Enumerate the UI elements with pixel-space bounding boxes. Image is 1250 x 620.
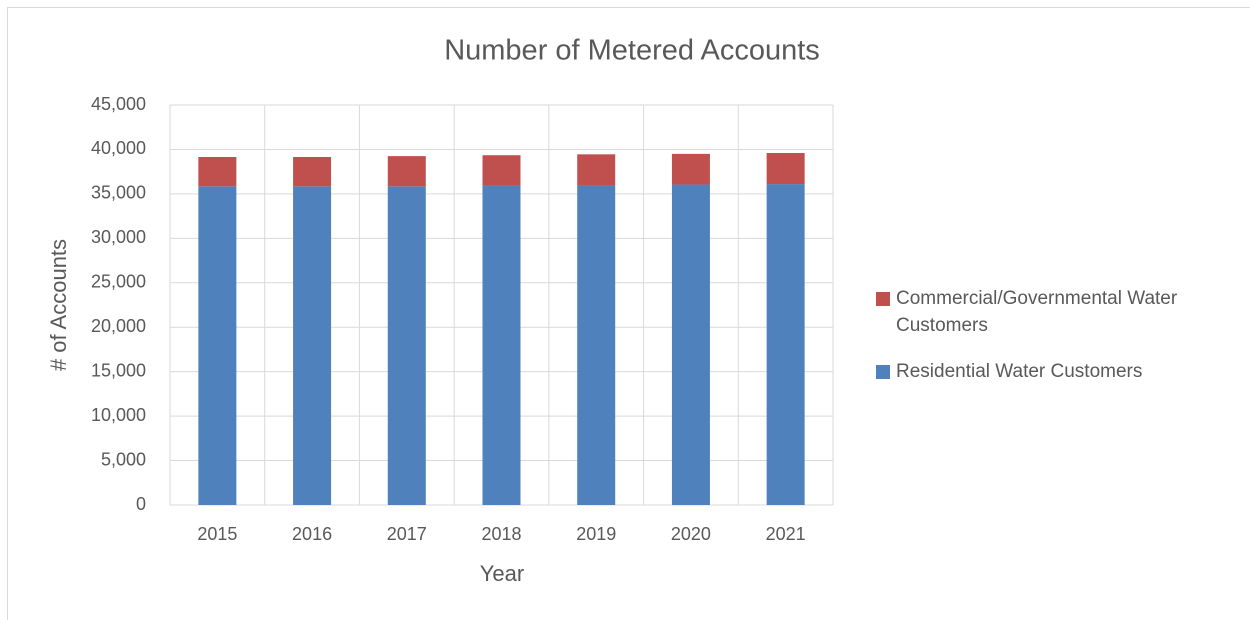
legend-label: Commercial/Governmental Water Customers (896, 288, 1178, 336)
bar-segment (577, 154, 616, 186)
y-axis-label: # of Accounts (46, 239, 71, 371)
y-tick-label: 0 (136, 494, 146, 514)
legend-label: Residential Water Customers (896, 361, 1143, 382)
y-tick-label: 20,000 (91, 316, 146, 336)
x-tick-label: 2016 (292, 524, 332, 544)
bar-segment (198, 157, 237, 187)
chart-frame (7, 7, 1250, 620)
x-tick-label: 2019 (576, 524, 616, 544)
bar-segment (482, 155, 521, 186)
bar-segment (387, 156, 426, 187)
y-tick-label: 35,000 (91, 183, 146, 203)
bar-segment (766, 184, 805, 505)
bar-segment (577, 185, 616, 505)
y-tick-label: 10,000 (91, 405, 146, 425)
bar-segment (671, 153, 710, 185)
y-tick-label: 15,000 (91, 360, 146, 380)
y-tick-label: 25,000 (91, 272, 146, 292)
x-axis-label: Year (480, 561, 524, 586)
x-tick-label: 2017 (387, 524, 427, 544)
x-tick-label: 2018 (481, 524, 521, 544)
bar-segment (198, 186, 237, 506)
legend-swatch (876, 292, 890, 306)
y-tick-label: 30,000 (91, 227, 146, 247)
y-tick-label: 40,000 (91, 138, 146, 158)
y-tick-label: 5,000 (101, 449, 146, 469)
bar-segment (293, 186, 332, 506)
bar-segment (482, 185, 521, 505)
bar-segment (671, 184, 710, 506)
bar-segment (293, 157, 332, 187)
bar-segment (766, 153, 805, 185)
chart-title: Number of Metered Accounts (444, 35, 820, 67)
bar-segment (387, 186, 426, 506)
x-tick-label: 2015 (197, 524, 237, 544)
x-tick-label: 2021 (766, 524, 806, 544)
legend-swatch (876, 365, 890, 379)
y-tick-label: 45,000 (91, 94, 146, 114)
x-tick-label: 2020 (671, 524, 711, 544)
